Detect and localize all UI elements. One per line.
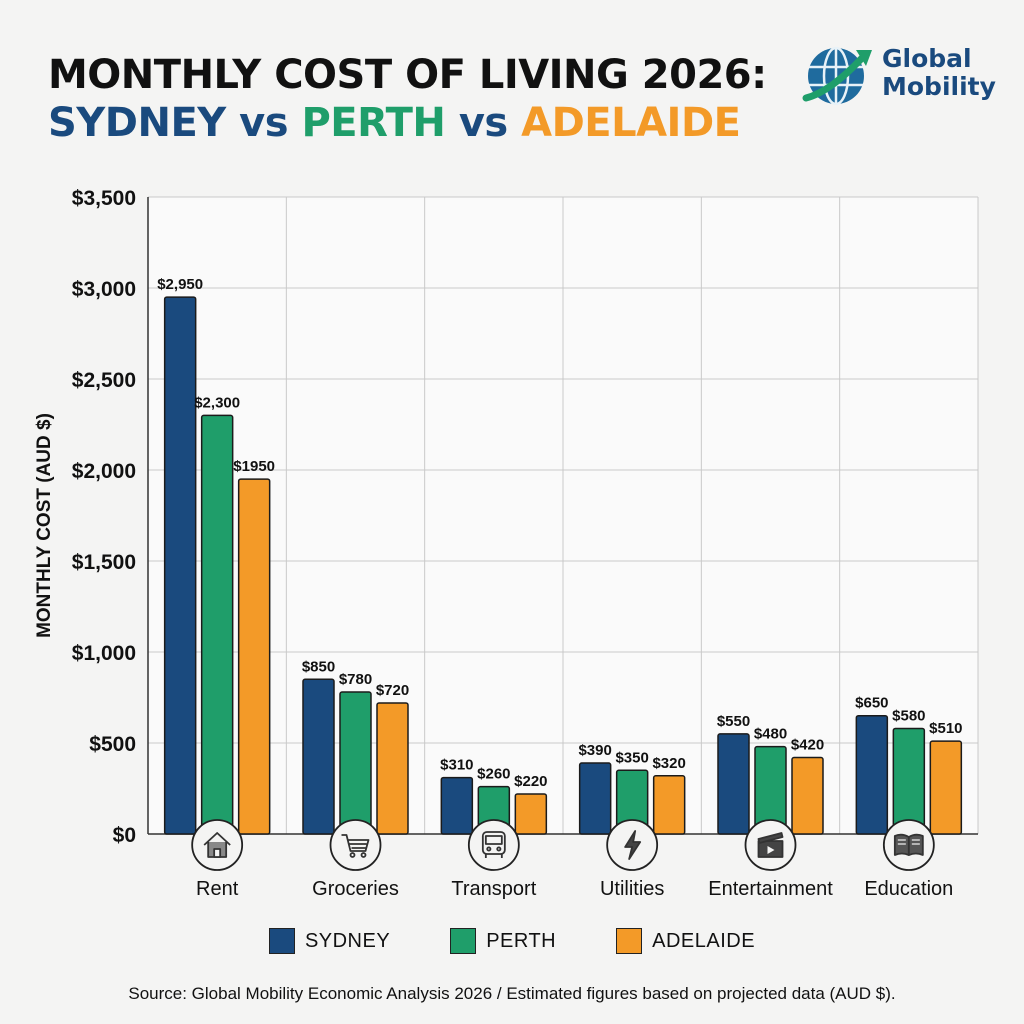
bar-value-label: $480 (754, 726, 787, 743)
bar-value-label: $2,950 (157, 276, 203, 293)
y-tick-label: $0 (113, 824, 136, 847)
y-tick-label: $500 (89, 733, 136, 756)
bar-value-label: $550 (717, 713, 750, 730)
bar-sydney-groceries (302, 678, 335, 835)
bar-value-label: $780 (339, 671, 372, 688)
bus-icon (481, 831, 506, 858)
legend-swatch-sydney (268, 928, 295, 954)
y-tick-label: $2,500 (72, 369, 136, 392)
legend-item-adelaide: ADELAIDE (616, 928, 755, 954)
legend-swatch-adelaide (616, 928, 643, 954)
lightning-icon (624, 830, 642, 860)
bar-perth-groceries (339, 691, 372, 835)
legend-swatch-perth (450, 928, 477, 954)
bar-sydney-education (855, 714, 889, 835)
subtitle-city-perth: PERTH (301, 100, 446, 146)
bar-adelaide-utilities (652, 775, 686, 835)
y-tick-label: $3,500 (72, 187, 136, 210)
bar-adelaide-groceries (376, 702, 409, 835)
bar-value-label: $390 (578, 742, 611, 759)
bar-value-label: $420 (791, 737, 824, 754)
logo-text: Global Mobility (882, 45, 996, 101)
chart-title: MONTHLY COST OF LIVING 2026: (48, 52, 767, 98)
y-axis-label: MONTHLY COST (AUD $) (34, 413, 55, 638)
category-icon-circle (329, 819, 382, 871)
x-tick-label: Groceries (312, 878, 399, 900)
bar-value-label: $650 (855, 695, 888, 712)
legend-label-perth: PERTH (486, 929, 557, 952)
x-tick-label: Education (864, 878, 953, 900)
y-tick-label: $2,000 (72, 460, 136, 483)
legend-item-perth: PERTH (450, 928, 556, 954)
house-icon (203, 832, 231, 858)
bar-value-label: $220 (514, 773, 547, 790)
legend-label-adelaide: ADELAIDE (652, 929, 756, 952)
brand-logo: Global Mobility (800, 40, 1000, 110)
bar-value-label: $720 (376, 682, 409, 699)
clapperboard-icon (757, 832, 784, 858)
y-tick-label: $1,000 (72, 642, 136, 665)
bar-adelaide-rent (237, 478, 271, 835)
x-tick-label: Utilities (600, 878, 664, 900)
x-tick-label: Rent (196, 878, 239, 900)
bar-value-label: $850 (302, 658, 335, 675)
subtitle-city-adelaide: ADELAIDE (521, 100, 741, 146)
shopping-cart-icon (341, 834, 370, 858)
subtitle-city-sydney: SYDNEY (48, 100, 226, 146)
bar-perth-rent (200, 414, 234, 835)
chart-subtitle: SYDNEY vs PERTH vs ADELAIDE (48, 100, 741, 146)
subtitle-vs: vs (225, 100, 302, 146)
bar-sydney-transport (440, 776, 474, 835)
bar-value-label: $510 (929, 720, 962, 737)
source-note: Source: Global Mobility Economic Analysi… (128, 984, 896, 1003)
legend-item-sydney: SYDNEY (268, 928, 391, 954)
bar-value-label: $260 (477, 766, 510, 783)
subtitle-vs: vs (445, 100, 522, 146)
x-tick-label: Entertainment (708, 878, 833, 900)
category-icon-circle (467, 819, 520, 871)
logo-line2: Mobility (882, 72, 996, 101)
chart-legend: SYDNEY PERTH ADELAIDE (0, 928, 1024, 954)
bar-value-label: $580 (892, 707, 925, 724)
bar-sydney-entertainment (717, 733, 750, 835)
bar-adelaide-transport (514, 793, 548, 835)
bar-adelaide-education (929, 740, 963, 835)
legend-label-sydney: SYDNEY (304, 929, 391, 952)
bar-chart: $0 $500 $1,000 $1,500 $2,000 $2,500 $3,000 $3,5… (34, 187, 979, 900)
x-tick-label: Transport (451, 878, 536, 900)
bar-sydney-utilities (578, 762, 612, 835)
logo-line1: Global (882, 44, 972, 73)
globe-arrow-icon (802, 46, 872, 106)
bar-adelaide-entertainment (791, 756, 824, 835)
bar-value-label: $2,300 (194, 394, 240, 411)
bar-sydney-rent (163, 296, 197, 835)
y-tick-label: $3,000 (72, 278, 136, 301)
bar-perth-education (892, 727, 926, 835)
book-icon (893, 833, 924, 856)
y-tick-label: $1,500 (72, 551, 136, 574)
bar-value-label: $1950 (233, 458, 275, 475)
bar-value-label: $320 (652, 755, 685, 772)
bar-value-label: $350 (615, 749, 648, 766)
bar-value-label: $310 (440, 757, 473, 774)
